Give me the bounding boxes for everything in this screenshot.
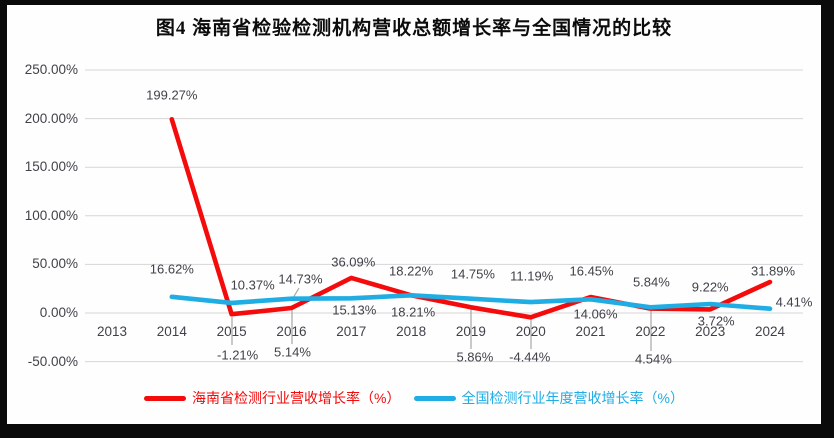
legend-line-swatch-red bbox=[144, 395, 187, 401]
legend-item-hainan: 海南省检测行业营收增长率（%） bbox=[144, 388, 401, 408]
leader-line bbox=[292, 287, 300, 299]
legend-line-swatch-blue bbox=[413, 395, 456, 401]
legend-label-national: 全国检测行业年度营收增长率（%） bbox=[461, 390, 684, 406]
chart-panel bbox=[7, 5, 821, 424]
series-line-1 bbox=[169, 292, 773, 312]
series-line-0 bbox=[169, 117, 773, 320]
legend-label-hainan: 海南省检测行业营收增长率（%） bbox=[192, 390, 401, 406]
chart-title: 图4 海南省检验检测机构营收总额增长率与全国情况的比较 bbox=[155, 18, 673, 39]
legend: 海南省检测行业营收增长率（%） 全国检测行业年度营收增长率（%） bbox=[7, 388, 821, 408]
legend-item-national: 全国检测行业年度营收增长率（%） bbox=[413, 388, 684, 408]
